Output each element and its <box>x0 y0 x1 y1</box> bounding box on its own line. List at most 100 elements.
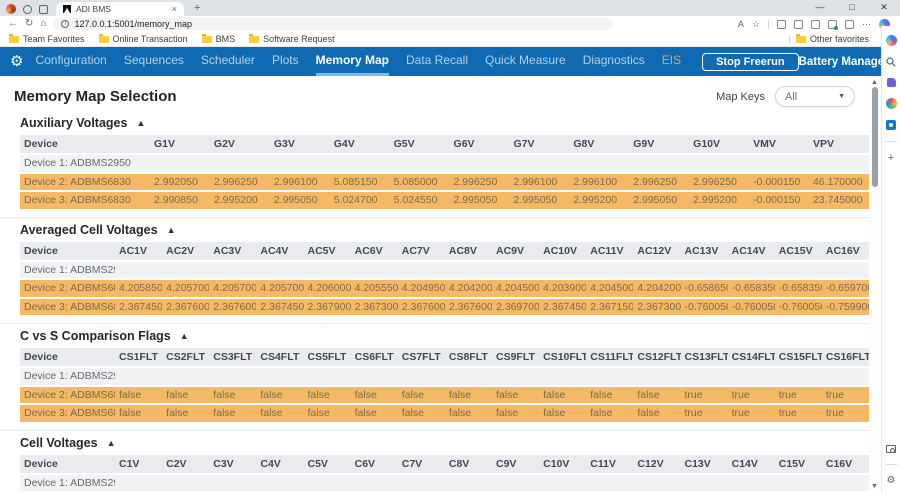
nav-item-data-recall[interactable]: Data Recall <box>405 53 469 67</box>
value-cell: true <box>774 385 822 405</box>
new-tab-button[interactable]: + <box>194 2 201 14</box>
column-header: C16V <box>821 454 869 475</box>
map-keys-select[interactable]: All ▼ <box>775 86 855 107</box>
screenshot-icon[interactable] <box>886 445 896 453</box>
nav-item-scheduler[interactable]: Scheduler <box>200 53 255 67</box>
collapse-arrow-icon[interactable]: ▲ <box>106 437 116 448</box>
value-cell: true <box>727 404 775 424</box>
folder-icon <box>795 33 806 43</box>
site-info-icon[interactable]: i <box>61 20 70 28</box>
games-icon[interactable] <box>885 98 897 109</box>
device-label: Device 1: ADBMS2950 <box>20 367 115 387</box>
table-row[interactable]: Device 1: ADBMS2950 <box>20 260 869 280</box>
window-close-button[interactable]: ✕ <box>880 2 888 12</box>
shopping-icon[interactable] <box>886 78 896 87</box>
nav-item-memory-map[interactable]: Memory Map <box>315 47 389 76</box>
back-icon[interactable]: ← <box>8 18 18 29</box>
nav-item-plots[interactable]: Plots <box>271 53 299 67</box>
refresh-icon[interactable]: ↻ <box>25 18 34 29</box>
value-cell <box>150 154 210 174</box>
value-cell: 4.205700 <box>209 279 257 299</box>
value-cell <box>449 154 510 174</box>
app-gear-icon[interactable]: ⚙ <box>10 53 24 70</box>
value-cell <box>162 367 210 387</box>
memory-map-table: Device G1V G2V G3V G4V G5V G6V G7V G8V G9V G10V VMV… <box>20 135 869 211</box>
table-row[interactable]: Device 1: ADBMS2950 <box>20 367 869 387</box>
bookmark-folder[interactable]: Team Favorites <box>9 33 85 44</box>
scroll-down-icon[interactable]: ▼ <box>871 483 878 490</box>
add-sidebar-item-icon[interactable]: + <box>887 152 895 164</box>
search-icon[interactable] <box>886 57 896 67</box>
capture-icon[interactable] <box>886 120 896 130</box>
value-cell: 4.205550 <box>350 279 398 299</box>
nav-item-eis[interactable]: EIS <box>661 53 682 67</box>
column-header: AC10V <box>539 241 587 262</box>
browser-tab[interactable]: ADI BMS × <box>56 2 184 16</box>
collections-icon[interactable] <box>811 19 820 29</box>
page-scrollbar[interactable]: ▲ ▼ <box>869 76 881 492</box>
nav-item-diagnostics[interactable]: Diagnostics <box>582 53 645 67</box>
sidebar-divider <box>885 464 897 465</box>
value-cell: 4.205700 <box>256 279 304 299</box>
split-screen-icon[interactable] <box>777 19 786 29</box>
value-cell <box>492 473 540 492</box>
bookmark-folder[interactable]: Online Transaction <box>98 33 188 44</box>
value-cell <box>350 473 398 492</box>
favorite-star-icon[interactable]: ☆ <box>751 18 760 29</box>
bookmark-folder[interactable]: BMS <box>201 33 236 44</box>
home-icon[interactable]: ⌂ <box>40 18 47 29</box>
table-row[interactable]: Device 2: ADBMS68304.2058504.2057004.205… <box>20 279 869 299</box>
tab-actions-icon[interactable] <box>39 4 48 14</box>
window-maximize-button[interactable]: □ <box>849 2 855 12</box>
scroll-up-icon[interactable]: ▲ <box>871 79 878 86</box>
stop-freerun-button[interactable]: Stop Freerun <box>702 52 799 71</box>
nav-item-sequences[interactable]: Sequences <box>123 53 184 67</box>
value-cell: false <box>303 385 351 405</box>
column-header: C3V <box>209 454 257 475</box>
app-navbar: ⚙ Configuration Sequences Scheduler Plots Me… <box>0 47 881 76</box>
bookmark-folder[interactable]: Software Request <box>249 33 335 44</box>
tab-close-icon[interactable]: × <box>171 3 177 14</box>
favorites-icon[interactable] <box>794 19 803 29</box>
extensions-icon[interactable] <box>845 19 854 29</box>
scrollbar-thumb[interactable] <box>872 87 878 187</box>
tab-title: ADI BMS <box>76 4 111 14</box>
browser-essentials-icon[interactable] <box>828 19 838 30</box>
value-cell <box>115 367 163 387</box>
read-aloud-icon[interactable]: A <box>737 19 744 29</box>
value-cell: true <box>680 385 728 405</box>
nav-item-configuration[interactable]: Configuration <box>35 53 107 67</box>
column-header: CS11FLT <box>586 348 634 368</box>
value-cell <box>821 473 869 492</box>
table-row[interactable]: Device 2: ADBMS6830falsefalsefalsefalsef… <box>20 385 869 405</box>
table-row[interactable]: Device 1: ADBMS2950 <box>20 473 869 492</box>
value-cell: 2.996100 <box>569 172 630 192</box>
column-header: CS8FLT <box>444 348 492 368</box>
table-row[interactable]: Device 3: ADBMS6830falsefalsefalsefalsef… <box>20 404 869 424</box>
more-menu-icon[interactable]: ⋯ <box>862 18 871 29</box>
value-cell: false <box>586 404 634 424</box>
bookmark-label: BMS <box>215 34 236 44</box>
profile-avatar[interactable] <box>6 4 16 14</box>
copilot-icon[interactable] <box>879 18 890 30</box>
value-cell: 4.206000 <box>303 279 351 299</box>
workspaces-icon[interactable] <box>23 4 32 14</box>
collapse-arrow-icon[interactable]: ▲ <box>166 224 176 235</box>
table-row[interactable]: Device 2: ADBMS6830 2.992050 2.996250 2.996… <box>20 172 869 192</box>
collapse-arrow-icon[interactable]: ▲ <box>136 118 146 128</box>
table-row[interactable]: Device 3: ADBMS68302.3674502.3676002.367… <box>20 297 869 317</box>
value-cell: false <box>397 404 445 424</box>
table-row[interactable]: Device 3: ADBMS6830 2.990850 2.995200 2.995… <box>20 191 869 211</box>
nav-item-quick-measure[interactable]: Quick Measure <box>485 53 566 67</box>
table-row[interactable]: Device 1: ADBMS2950 <box>20 154 869 174</box>
window-minimize-button[interactable]: — <box>815 2 825 12</box>
column-header: G4V <box>329 135 390 155</box>
other-favorites[interactable]: Other favorites <box>795 33 869 44</box>
collapse-arrow-icon[interactable]: ▲ <box>179 331 189 341</box>
sidebar-settings-gear-icon[interactable]: ⚙ <box>886 475 896 486</box>
folder-icon <box>249 33 260 43</box>
column-header: C2V <box>162 454 210 475</box>
value-cell <box>774 367 822 387</box>
copilot-sidebar-icon[interactable] <box>885 35 897 46</box>
address-bar[interactable]: i 127.0.0.1:5001/memory_map <box>53 18 614 30</box>
